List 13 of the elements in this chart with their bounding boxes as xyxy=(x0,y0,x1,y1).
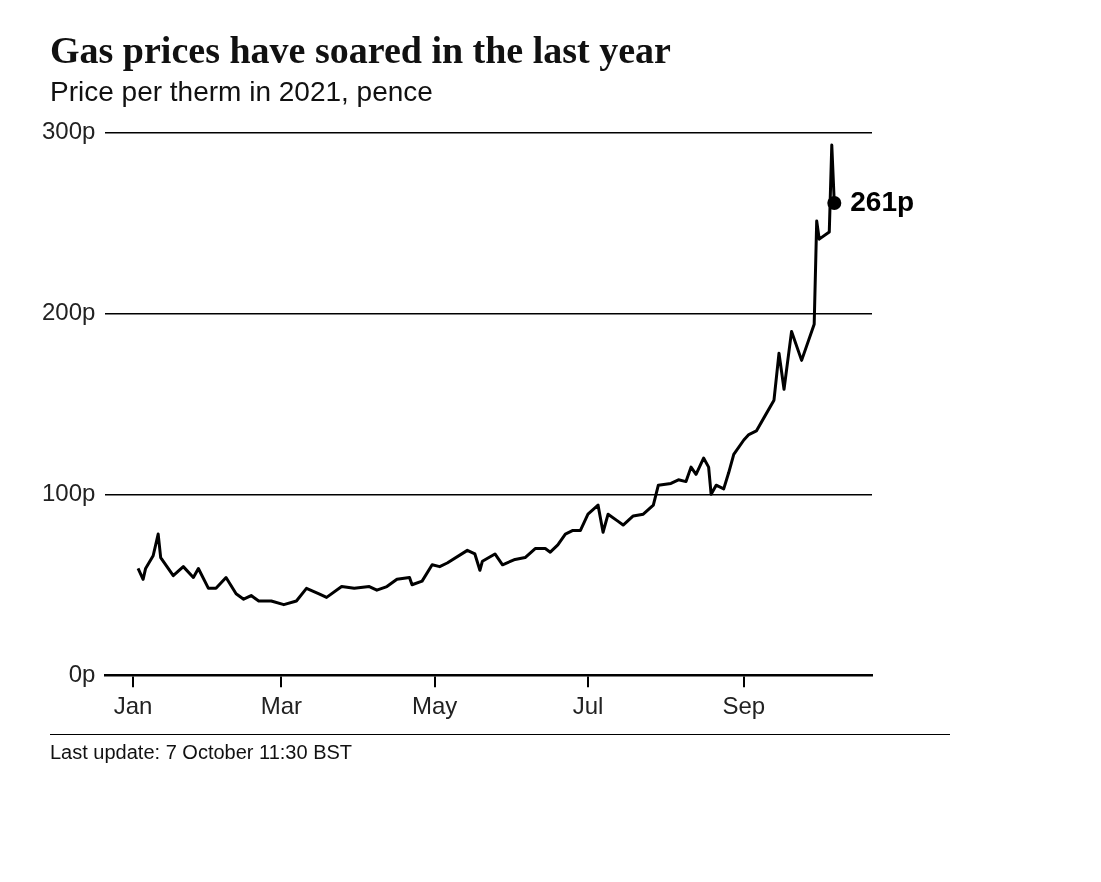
x-tick-label: Jul xyxy=(572,692,604,720)
y-tick-label: 300p xyxy=(42,117,96,145)
annotation: 261p xyxy=(850,185,915,217)
y-tick-label: 0p xyxy=(68,659,96,687)
x-tick-label: May xyxy=(411,692,458,720)
chart-title: Gas prices have soared in the last year xyxy=(50,28,672,72)
y-tick-label: 200p xyxy=(42,297,96,325)
chart-subtitle: Price per therm in 2021, pence xyxy=(50,76,434,108)
text: Last update: 7 October 11:30 BST xyxy=(50,741,354,764)
x-tick-label: Sep xyxy=(722,692,766,720)
y-tick-label: 100p xyxy=(42,478,96,506)
x-tick-label: Mar xyxy=(260,692,303,720)
x-tick-label: Jan xyxy=(113,692,153,720)
